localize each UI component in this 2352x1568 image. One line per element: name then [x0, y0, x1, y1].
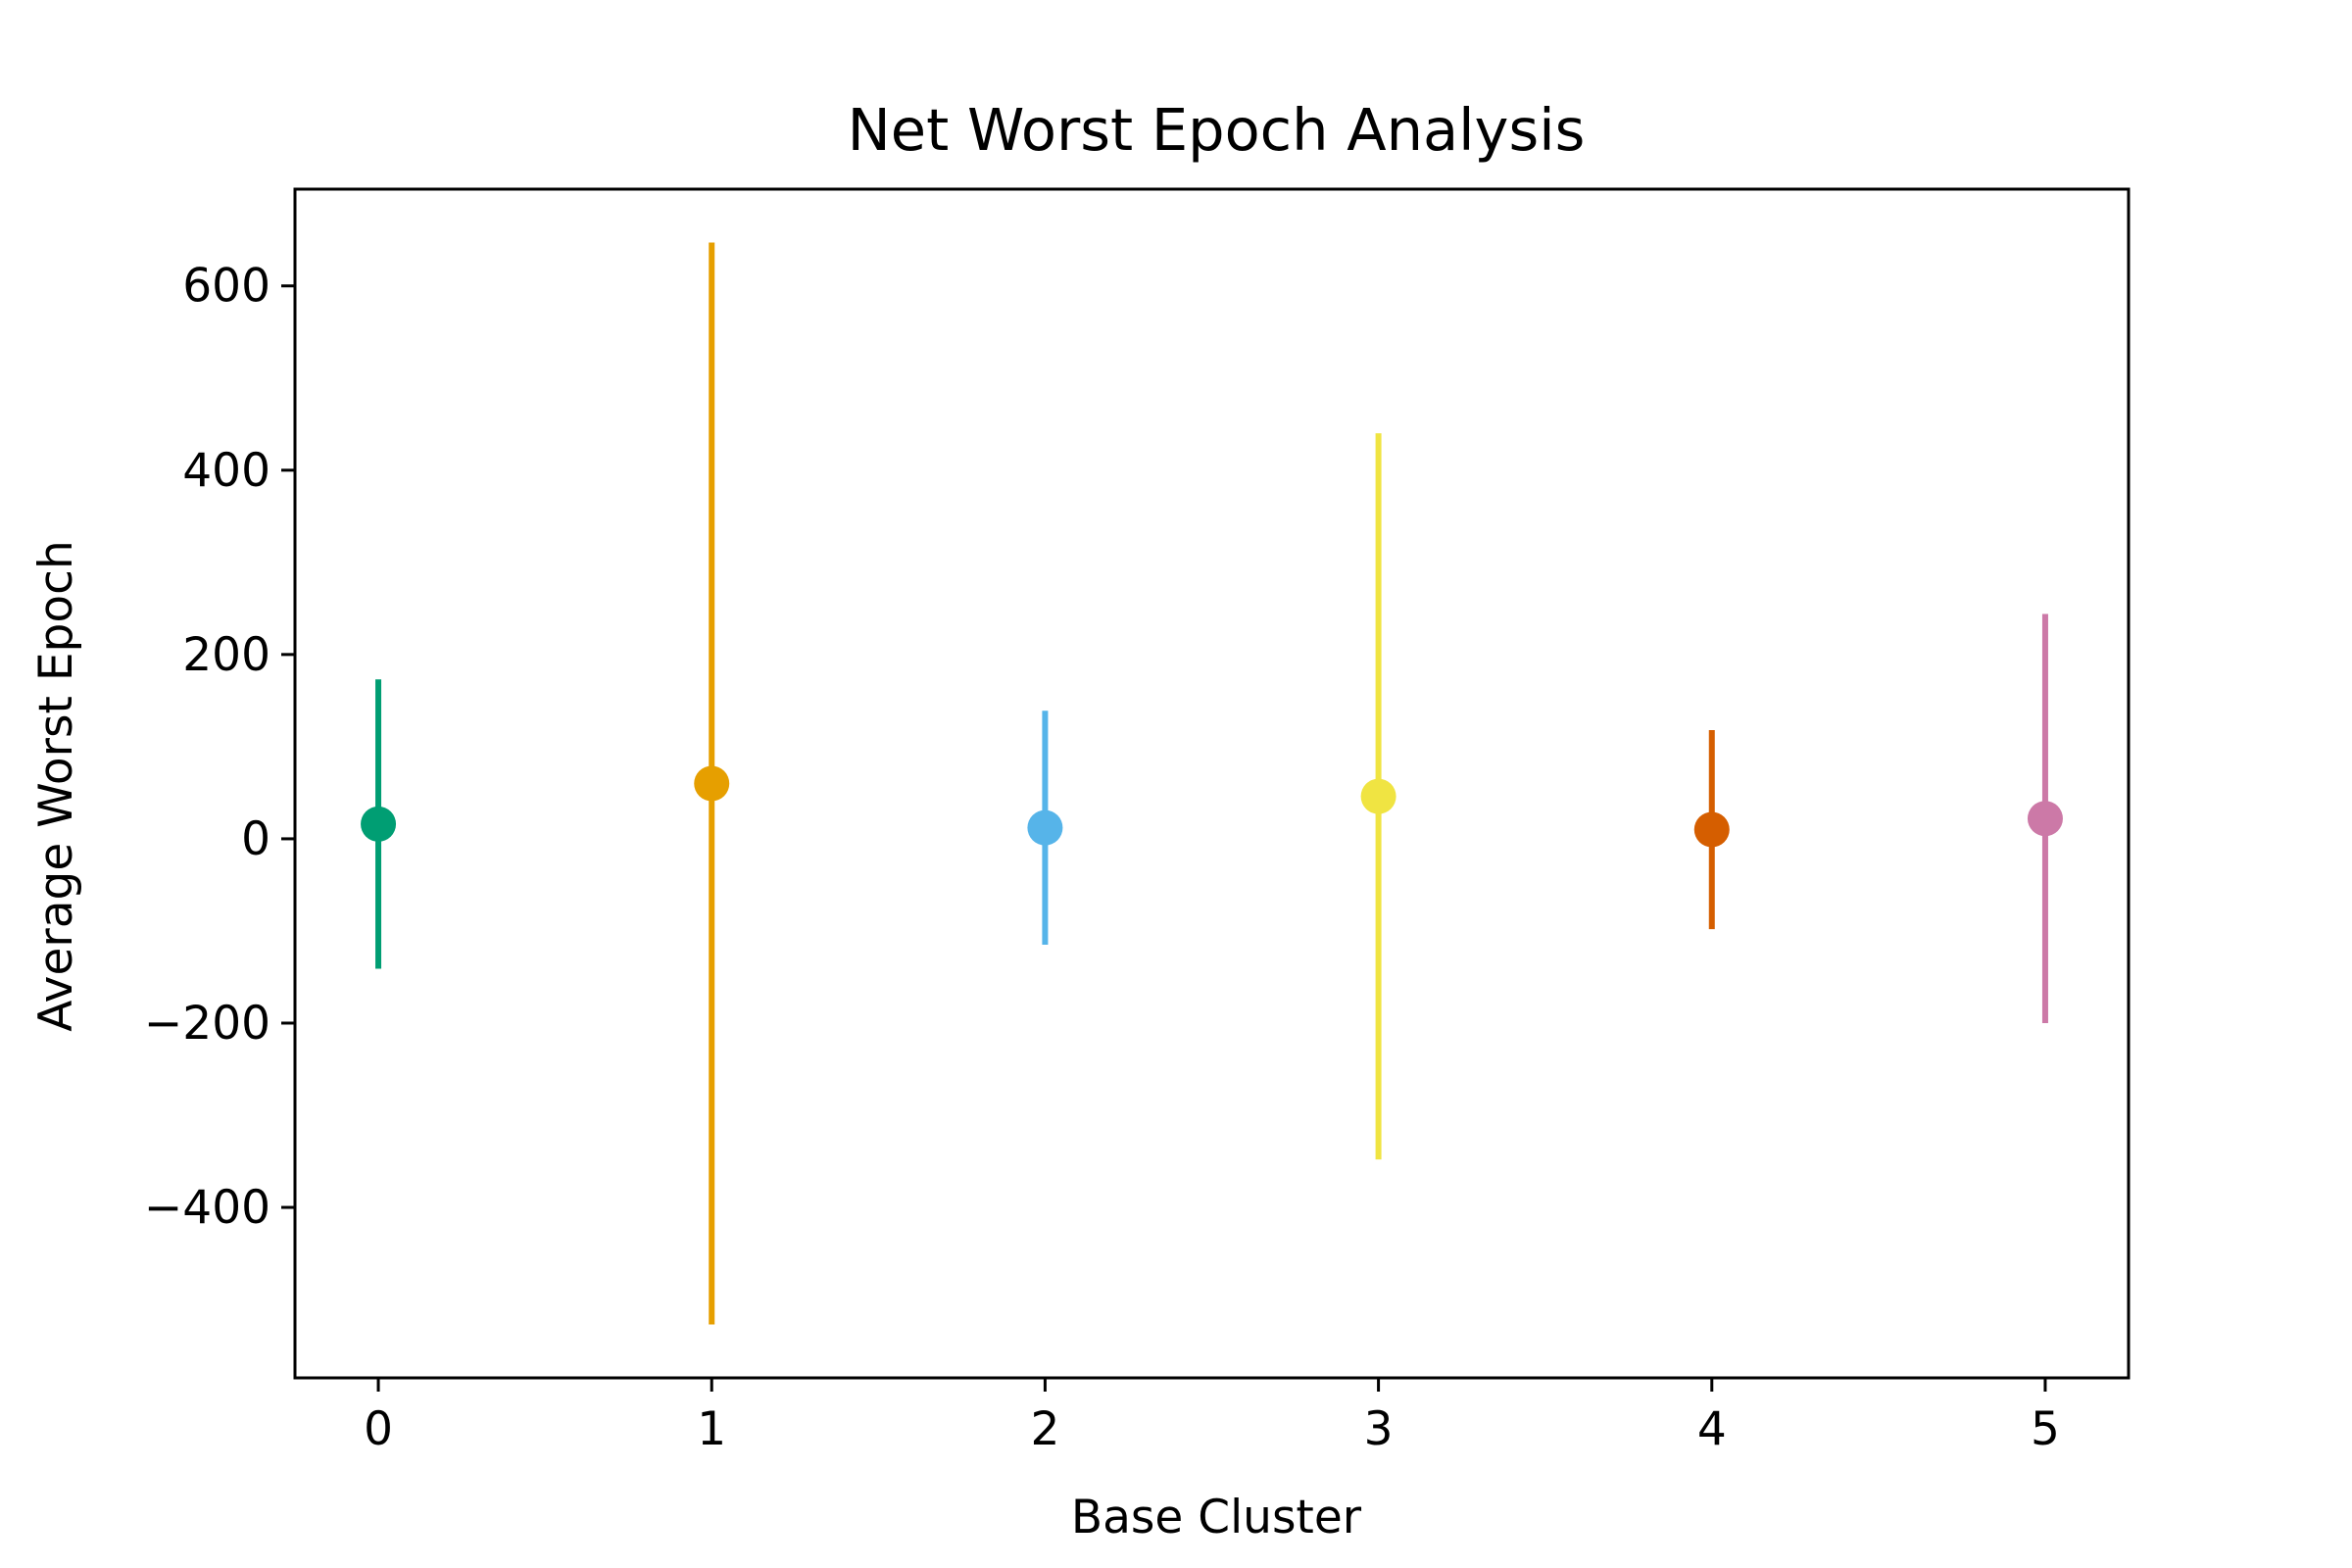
y-axis-label: Average Worst Epoch: [29, 540, 83, 1032]
data-point-group: [1360, 433, 1396, 1160]
chart-title: Net Worst Epoch Analysis: [848, 96, 1586, 164]
data-point: [1693, 811, 1730, 848]
data-point: [361, 806, 397, 842]
y-tick-label: 0: [241, 812, 270, 866]
data-point-group: [1027, 710, 1063, 946]
data-point-group: [1693, 729, 1730, 930]
axes: 0 1 2 3 4 5 −400 −200 0 200 400 600: [144, 187, 2131, 1456]
x-tick-label: 4: [1697, 1402, 1727, 1456]
x-axis-label: Base Cluster: [1071, 1491, 1362, 1544]
plot-area: [361, 242, 2063, 1325]
x-tick-label: 5: [2031, 1402, 2060, 1456]
y-tick-label: 600: [182, 260, 270, 314]
data-point-group: [2027, 613, 2063, 1023]
y-tick-label: 400: [182, 444, 270, 498]
data-point: [2027, 801, 2063, 837]
x-tick-label: 3: [1364, 1402, 1394, 1456]
data-point: [1360, 778, 1396, 814]
data-point-group: [361, 679, 397, 969]
data-point-group: [694, 242, 730, 1325]
data-point: [1027, 809, 1063, 846]
y-tick-label: 200: [182, 628, 270, 682]
x-tick-label: 0: [364, 1402, 393, 1456]
y-tick-label: −400: [144, 1181, 270, 1235]
y-tick-label: −200: [144, 997, 270, 1051]
plot-frame: [293, 187, 2131, 1380]
x-tick-label: 1: [697, 1402, 726, 1456]
data-point: [694, 765, 730, 802]
x-tick-label: 2: [1030, 1402, 1059, 1456]
